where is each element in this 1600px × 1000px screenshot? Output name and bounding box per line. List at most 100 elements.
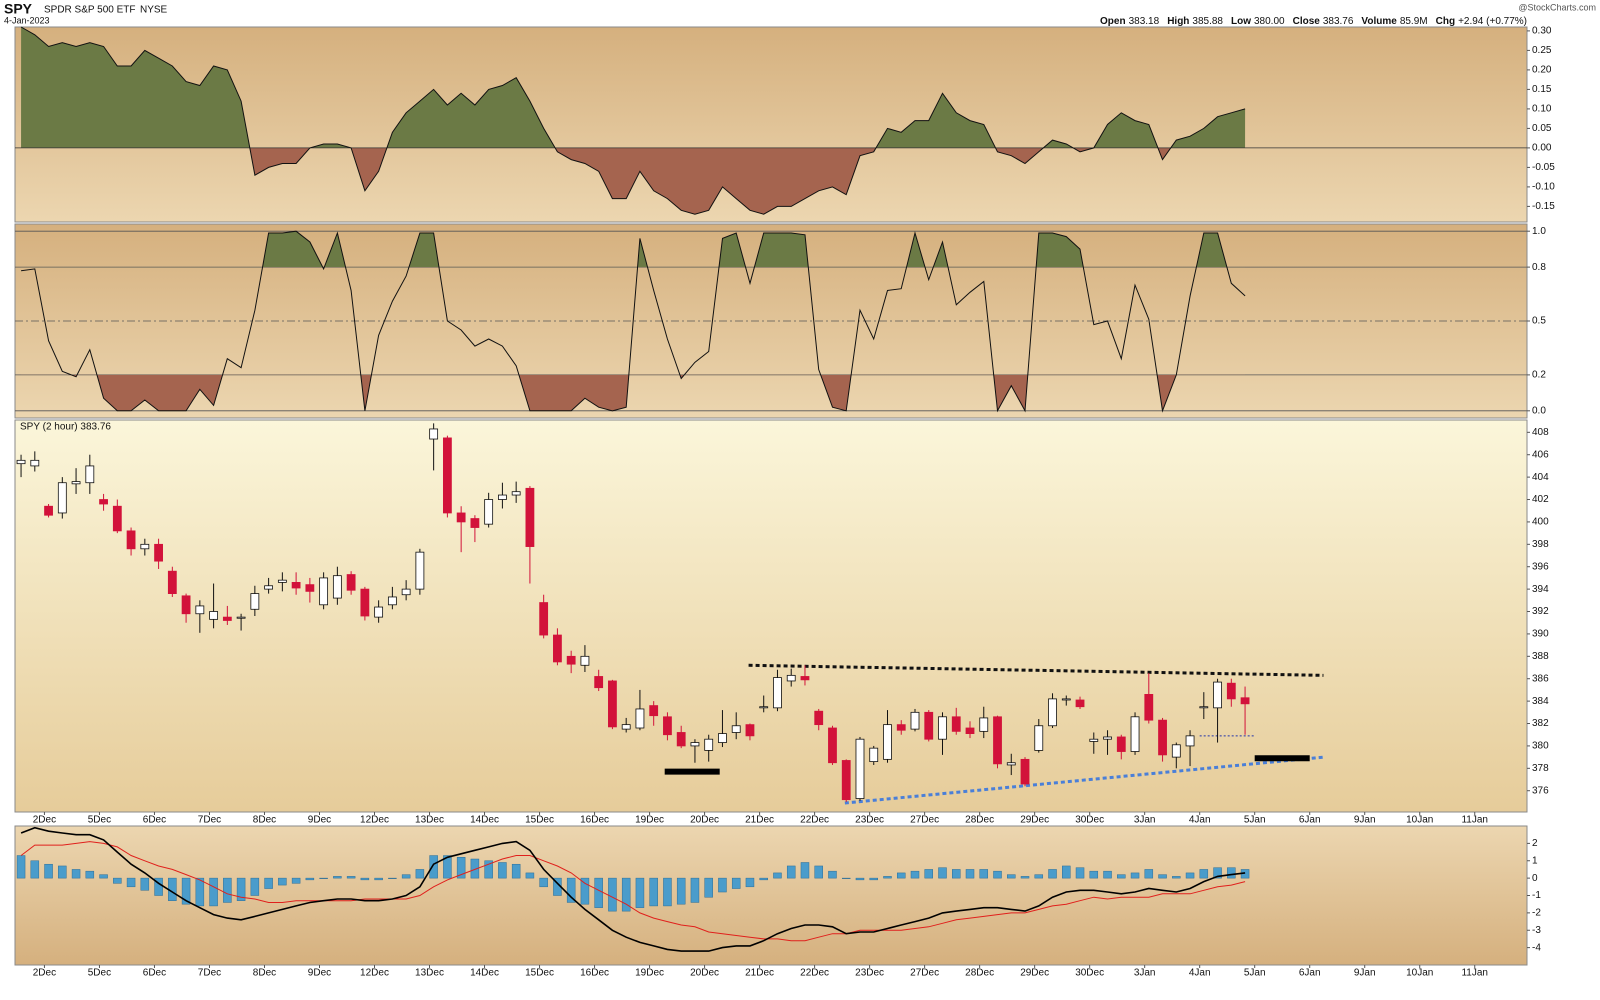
histogram-bar: [1048, 869, 1057, 879]
candle-body: [470, 518, 480, 528]
histogram-bar: [140, 877, 150, 891]
candle-body: [1075, 699, 1085, 708]
histogram-bar: [30, 860, 40, 879]
candle-body: [498, 494, 507, 500]
x-tick-label: 21Dec: [745, 968, 774, 979]
candle-body: [1158, 719, 1167, 756]
histogram-bar: [786, 865, 796, 879]
histogram-bar: [676, 877, 686, 905]
candle-body: [456, 512, 466, 523]
histogram-bar: [511, 863, 521, 879]
candle-body: [319, 577, 329, 606]
y-tick-label: 380: [1532, 741, 1549, 752]
candle-body: [1061, 698, 1071, 701]
candle-body: [332, 575, 342, 599]
candle-body: [1103, 736, 1112, 740]
x-tick-label: 10Jan: [1406, 815, 1433, 826]
quote-value: 383.76: [1323, 16, 1354, 27]
x-tick-label: 9Dec: [308, 968, 331, 979]
quote-value: 383.18: [1129, 16, 1160, 27]
x-tick-label: 4Jan: [1189, 815, 1211, 826]
x-tick-label: 3Jan: [1134, 815, 1156, 826]
x-tick-label: 8Dec: [253, 815, 276, 826]
x-tick-label: 27Dec: [910, 968, 939, 979]
macd-line: [20, 841, 1246, 942]
y-tick-label: -3: [1532, 925, 1541, 936]
y-tick-label: 390: [1532, 629, 1549, 640]
histogram-bar: [938, 867, 947, 879]
candle-body: [222, 616, 232, 621]
x-tick-label: 27Dec: [910, 815, 939, 826]
y-tick-label: 378: [1532, 763, 1549, 774]
y-tick-label: 406: [1532, 449, 1549, 460]
candle-body: [786, 674, 796, 682]
histogram-bar: [910, 870, 920, 879]
quote-label: Chg: [1436, 16, 1455, 27]
y-tick-label: 376: [1532, 785, 1549, 796]
candle-body: [1199, 706, 1209, 709]
x-tick-label: 5Dec: [88, 968, 111, 979]
candle-body: [938, 716, 947, 740]
candle-body: [704, 738, 714, 751]
histogram-bar: [993, 870, 1002, 879]
candle-body: [167, 570, 177, 595]
candle-body: [566, 655, 576, 665]
quote-label: Open: [1100, 16, 1126, 27]
x-tick-label: 23Dec: [855, 968, 884, 979]
candle-body: [814, 710, 824, 726]
candle-body: [773, 677, 782, 709]
histogram-bar: [85, 870, 95, 879]
histogram-bar: [1103, 870, 1112, 879]
histogram-bar: [346, 876, 356, 879]
candle-body: [30, 459, 40, 467]
candle-body: [85, 465, 95, 484]
x-tick-label: 28Dec: [965, 968, 994, 979]
histogram-bar: [965, 869, 975, 879]
x-tick-label: 16Dec: [580, 815, 609, 826]
candle-body: [1226, 682, 1236, 700]
candle-body: [250, 593, 260, 610]
y-tick-label: 404: [1532, 472, 1549, 483]
y-tick-label: 0.20: [1532, 65, 1552, 76]
histogram-bar: [649, 877, 658, 907]
histogram-bar: [704, 877, 713, 898]
histogram-bar: [278, 877, 287, 886]
band-fill-below: [21, 374, 1246, 411]
candle-body: [663, 716, 672, 736]
band-fill-above: [21, 231, 1246, 268]
candle-body: [209, 611, 218, 620]
histogram-bar: [539, 877, 548, 888]
histogram-bar: [195, 877, 205, 907]
candle-body: [1130, 716, 1140, 752]
security-name: SPDR S&P 500 ETF: [44, 5, 136, 16]
candle-body: [539, 602, 549, 636]
candle-body: [800, 676, 810, 681]
x-tick-label: 6Jan: [1299, 815, 1321, 826]
candle-body: [621, 724, 631, 730]
candle-body: [745, 724, 755, 737]
histogram-bar: [305, 877, 315, 881]
candle-body: [291, 582, 301, 589]
candle-body: [1240, 697, 1250, 705]
candle-body: [181, 595, 191, 615]
histogram-bar: [1199, 869, 1209, 879]
oscillator-line: [20, 26, 1246, 215]
candle-body: [1185, 735, 1195, 747]
histogram-bar: [99, 874, 108, 879]
histogram-bar: [1007, 874, 1016, 879]
histogram-bar: [360, 877, 370, 881]
histogram-bar: [1130, 872, 1140, 879]
histogram-bar: [401, 874, 411, 879]
x-tick-label: 12Dec: [360, 968, 389, 979]
x-tick-label: 30Dec: [1075, 968, 1104, 979]
histogram-bar: [841, 877, 851, 879]
histogram-bar: [484, 860, 493, 879]
date: 4-Jan-2023: [4, 15, 50, 25]
quote-value: 380.00: [1254, 16, 1285, 27]
histogram-bar: [621, 877, 631, 912]
y-tick-label: -0.05: [1532, 162, 1555, 173]
quote-label: Low: [1231, 16, 1251, 27]
panel-macd: [14, 825, 1528, 966]
x-tick-label: 15Dec: [525, 968, 554, 979]
candle-body: [1020, 758, 1030, 785]
